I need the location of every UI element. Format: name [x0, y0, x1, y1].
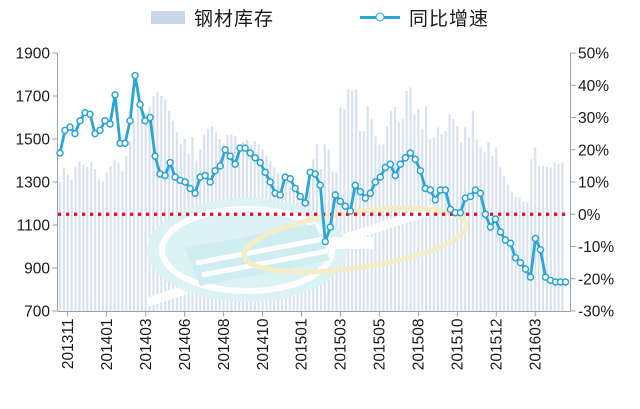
right-axis-tick-label: 20% [578, 142, 609, 159]
right-axis-tick-label: 10% [578, 175, 609, 192]
left-axis-tick-label: 700 [24, 304, 50, 321]
x-axis-tick-label: 201603 [527, 319, 544, 371]
x-axis-tick-label: 201401 [99, 319, 116, 371]
left-axis-tick-label: 1500 [16, 132, 51, 149]
left-axis-tick-label: 1100 [17, 218, 51, 235]
chart-legend: 钢材库存 同比增速 [0, 0, 640, 34]
x-axis-tick-label: 201510 [450, 318, 467, 370]
right-axis-tick-label: 0% [578, 207, 601, 224]
left-axis-tick-label: 1900 [16, 46, 51, 63]
right-axis-tick-label: 30% [578, 110, 609, 127]
x-axis-tick-label: 201410 [255, 318, 272, 370]
line-series-swatch-icon [360, 12, 400, 22]
x-axis-tick-label: 201501 [294, 319, 311, 371]
right-axis-tick-label: 40% [578, 78, 609, 95]
x-axis-tick-label: 201505 [372, 319, 389, 371]
x-axis-tick-label: 201512 [488, 319, 505, 371]
legend-label-inventory: 钢材库存 [193, 8, 274, 30]
x-axis-tick-label: 201408 [216, 319, 233, 371]
left-axis-tick-label: 900 [24, 261, 50, 278]
legend-item-yoy[interactable]: 同比增速 [360, 4, 489, 31]
yoy-line-series [56, 71, 570, 286]
x-axis-tick-label: 201311 [60, 319, 77, 370]
right-axis-tick-label: -10% [578, 239, 614, 256]
left-axis-tick-label: 1300 [16, 175, 51, 192]
axes [52, 52, 576, 317]
left-axis-tick-label: 1700 [16, 89, 51, 106]
x-axis-tick-label: 201403 [138, 319, 155, 371]
right-axis-tick-label: -20% [578, 271, 614, 288]
legend-label-yoy: 同比增速 [409, 8, 490, 30]
x-axis-tick-label: 201508 [411, 319, 428, 371]
marker-dot-icon [375, 12, 385, 22]
x-axis-tick-label: 201503 [333, 319, 350, 371]
legend-item-inventory[interactable]: 钢材库存 [150, 4, 274, 31]
right-axis-tick-label: 50% [578, 46, 609, 63]
chart-canvas: 1900 1700 1500 1300 1100 900 700 50% 40% 30% 20% 10… [16, 46, 615, 371]
x-axis-tick-label: 201406 [177, 319, 194, 371]
bar-series-swatch-icon [150, 10, 185, 24]
watermark-logo [146, 198, 469, 307]
axis-labels: 1900 1700 1500 1300 1100 900 700 50% 40% 30% 20% 10… [16, 46, 615, 371]
right-axis-tick-label: -30% [578, 304, 614, 321]
